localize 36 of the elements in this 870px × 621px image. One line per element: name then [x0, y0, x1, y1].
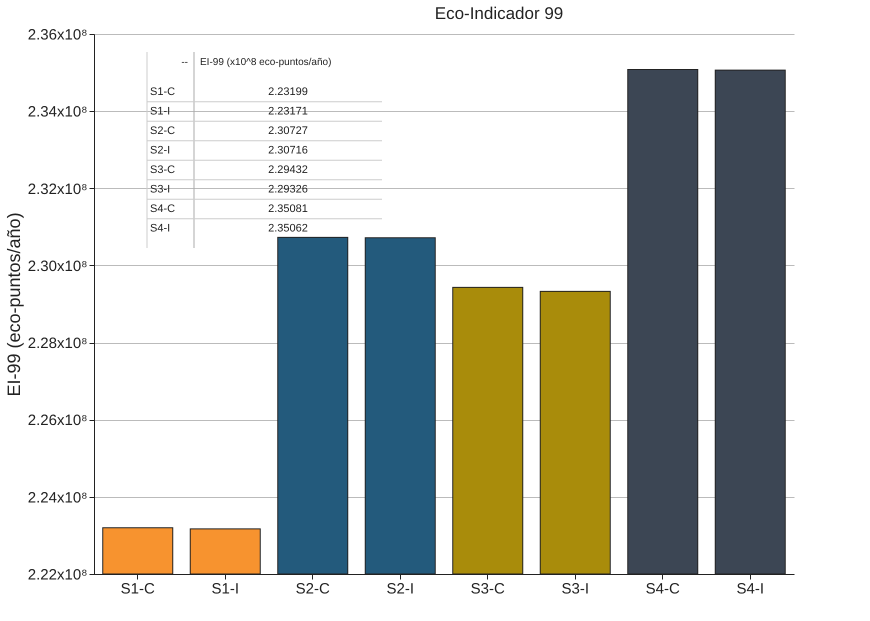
y-tick-label: 2.22x10⁸	[28, 566, 88, 584]
annotation: S2-C	[150, 125, 176, 137]
annotation: 2.23199	[268, 86, 308, 98]
y-tick-label: 2.32x10⁸	[28, 180, 88, 198]
annotation: S1-C	[150, 86, 176, 98]
x-tick-label: S4-C	[646, 580, 680, 598]
annotation: S4-C	[150, 203, 176, 215]
annotation: 2.23171	[268, 106, 308, 118]
x-tick-label: S1-C	[120, 580, 155, 598]
annotation: 2.30716	[268, 144, 308, 156]
annotation: S3-C	[150, 164, 176, 176]
annotation: S1-I	[150, 106, 170, 118]
x-tick-label: S4-I	[736, 580, 764, 598]
annotation: 2.35062	[268, 222, 308, 234]
y-tick-label: 2.36x10⁸	[28, 26, 88, 44]
y-tick-label: 2.28x10⁸	[28, 335, 88, 352]
x-tick-label: S1-I	[211, 580, 240, 598]
y-tick-label: 2.30x10⁸	[28, 258, 88, 275]
x-tick-label: S2-C	[296, 580, 330, 598]
annotation: 2.30727	[268, 125, 308, 137]
annotation: S3-I	[150, 184, 170, 196]
annotation: --	[181, 57, 188, 68]
y-axis-title: EI-99 (eco-puntos/año)	[4, 212, 24, 397]
annotation: S4-I	[150, 222, 170, 234]
chart-title: Eco-Indicador 99	[434, 4, 564, 23]
annotation: EI-99 (x10^8 eco-puntos/año)	[200, 57, 332, 68]
x-tick-label: S3-C	[470, 580, 505, 598]
annotation: 2.29326	[268, 184, 308, 196]
y-tick-label: 2.26x10⁸	[28, 412, 88, 430]
y-tick-label: 2.34x10⁸	[28, 104, 88, 121]
x-tick-label: S3-I	[561, 580, 590, 598]
annotation: 2.29432	[268, 164, 308, 176]
annotation: 2.35081	[268, 203, 308, 215]
y-tick-label: 2.24x10⁸	[28, 489, 88, 506]
x-tick-label: S2-I	[386, 580, 414, 598]
annotation: S2-I	[150, 144, 170, 156]
